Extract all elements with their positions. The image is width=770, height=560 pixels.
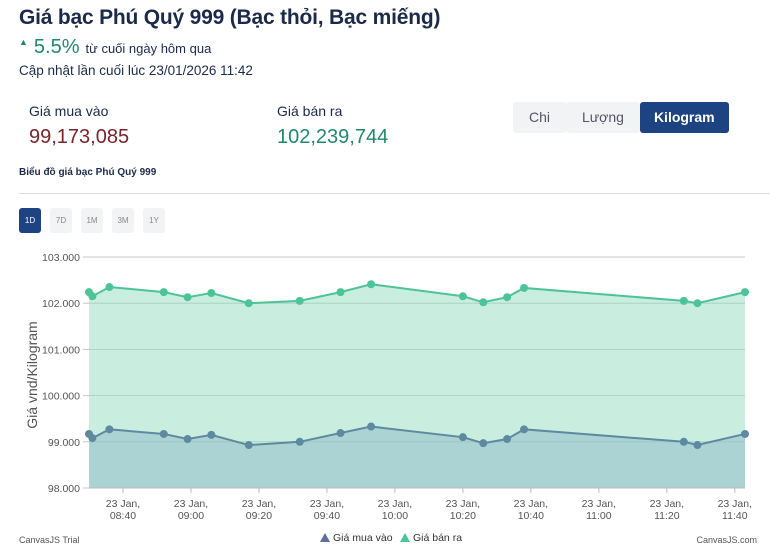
- credit-right[interactable]: CanvasJS.com: [696, 535, 757, 545]
- x-tick-label: 23 Jan,: [446, 498, 480, 510]
- data-point: [693, 441, 702, 450]
- range-tab-7d[interactable]: 7D: [50, 208, 72, 233]
- x-tick-label: 23 Jan,: [718, 498, 752, 510]
- data-point: [503, 293, 512, 302]
- buy-price-value: 99,173,085: [29, 126, 130, 148]
- unit-tab-chi[interactable]: Chi: [513, 102, 567, 133]
- data-point: [479, 439, 488, 448]
- unit-tabs: Chi Lượng Kilogram: [513, 102, 729, 133]
- data-point: [183, 435, 192, 444]
- data-point: [520, 425, 529, 434]
- y-axis-label: Giá vnd/Kilogram: [24, 321, 40, 428]
- legend-item-buy[interactable]: Giá mua vào: [320, 532, 393, 544]
- x-tick-label: 11:40: [722, 510, 748, 522]
- y-tick-label: 102.000: [42, 298, 80, 310]
- up-arrow-icon: ▲: [19, 37, 28, 47]
- legend-triangle-icon: [320, 533, 330, 542]
- x-tick-label: 11:20: [654, 510, 680, 522]
- data-point: [295, 437, 304, 446]
- x-tick-label: 23 Jan,: [174, 498, 208, 510]
- x-tick-label: 10:00: [382, 510, 408, 522]
- legend-label-buy: Giá mua vào: [333, 532, 393, 544]
- x-tick-label: 23 Jan,: [378, 498, 412, 510]
- data-point: [741, 429, 749, 438]
- sell-price-label: Giá bán ra: [277, 103, 343, 119]
- page-title: Giá bạc Phú Quý 999 (Bạc thỏi, Bạc miếng…: [19, 6, 441, 29]
- data-point: [207, 430, 216, 439]
- x-tick-label: 09:00: [178, 510, 204, 522]
- range-tab-1m[interactable]: 1M: [81, 208, 103, 233]
- change-percent: 5.5%: [33, 36, 80, 58]
- price-change: ▲ 5.5% từ cuối ngày hôm qua: [19, 36, 211, 59]
- last-updated: Cập nhật lần cuối lúc 23/01/2026 11:42: [19, 63, 253, 78]
- x-tick-label: 11:00: [586, 510, 612, 522]
- change-caption: từ cuối ngày hôm qua: [85, 41, 212, 56]
- range-tabs: 1D 7D 1M 3M 1Y: [19, 208, 165, 233]
- x-tick-label: 09:40: [314, 510, 340, 522]
- data-point: [479, 298, 488, 307]
- data-point: [88, 434, 97, 443]
- credit-left: CanvasJS Trial: [19, 535, 80, 545]
- x-tick-label: 23 Jan,: [650, 498, 684, 510]
- data-point: [458, 292, 467, 301]
- x-tick-label: 10:20: [450, 510, 476, 522]
- data-point: [183, 293, 192, 302]
- data-point: [679, 437, 688, 446]
- unit-tab-kilogram[interactable]: Kilogram: [639, 102, 729, 133]
- y-tick-label: 99.000: [48, 437, 80, 449]
- x-tick-label: 10:40: [518, 510, 544, 522]
- range-tab-1y[interactable]: 1Y: [143, 208, 165, 233]
- data-point: [503, 435, 512, 444]
- data-point: [693, 299, 702, 308]
- x-tick-label: 23 Jan,: [106, 498, 140, 510]
- data-point: [458, 433, 467, 442]
- data-point: [88, 292, 97, 301]
- data-point: [679, 296, 688, 305]
- range-tab-3m[interactable]: 3M: [112, 208, 134, 233]
- unit-tab-luong[interactable]: Lượng: [566, 102, 640, 133]
- data-point: [105, 425, 114, 434]
- data-point: [159, 429, 168, 438]
- range-tab-1d[interactable]: 1D: [19, 208, 41, 233]
- data-point: [105, 283, 114, 292]
- legend-triangle-icon: [400, 533, 410, 542]
- data-point: [367, 422, 376, 431]
- y-tick-label: 103.000: [42, 252, 80, 264]
- data-point: [336, 288, 345, 297]
- x-tick-label: 23 Jan,: [310, 498, 344, 510]
- legend: Giá mua vào Giá bán ra: [320, 532, 462, 544]
- data-point: [295, 296, 304, 305]
- legend-label-sell: Giá bán ra: [413, 532, 462, 544]
- data-point: [741, 288, 749, 297]
- data-point: [520, 283, 529, 292]
- divider: [19, 193, 770, 194]
- price-chart[interactable]: 98.000 99.000 100.000 101.000 102.000 103.000…: [0, 240, 770, 560]
- y-tick-label: 98.000: [48, 483, 80, 495]
- chart-heading: Biểu đồ giá bạc Phú Quý 999: [19, 167, 157, 178]
- data-point: [367, 280, 376, 289]
- x-tick-label: 23 Jan,: [242, 498, 276, 510]
- sell-price-value: 102,239,744: [277, 126, 389, 148]
- data-point: [207, 289, 216, 298]
- y-tick-label: 101.000: [42, 344, 80, 356]
- buy-price-label: Giá mua vào: [29, 103, 109, 119]
- x-tick-label: 23 Jan,: [514, 498, 548, 510]
- x-tick-label: 08:40: [110, 510, 136, 522]
- data-point: [336, 429, 345, 438]
- legend-item-sell[interactable]: Giá bán ra: [400, 532, 462, 544]
- x-tick-label: 09:20: [246, 510, 272, 522]
- data-point: [244, 299, 253, 308]
- data-point: [244, 441, 253, 450]
- data-point: [159, 288, 168, 297]
- x-tick-label: 23 Jan,: [582, 498, 616, 510]
- y-tick-label: 100.000: [42, 391, 80, 403]
